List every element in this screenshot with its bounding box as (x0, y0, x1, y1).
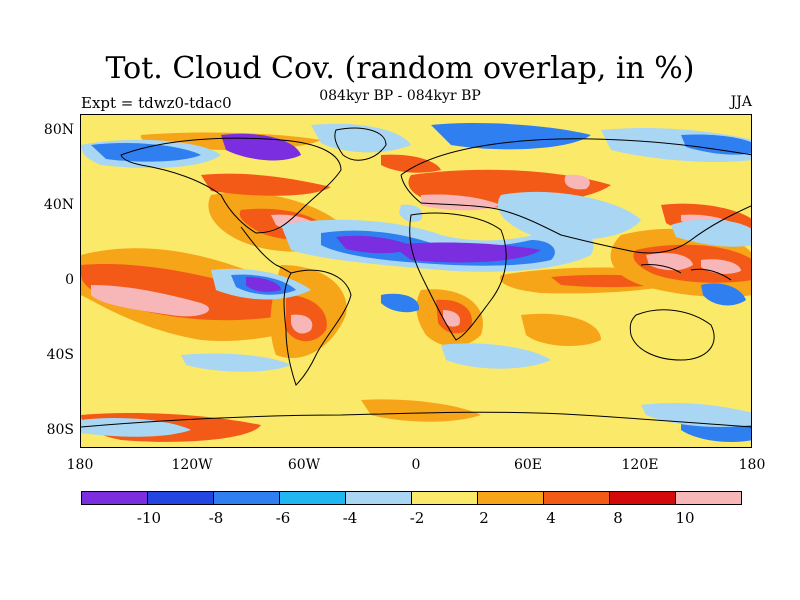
legend-label: -10 (136, 509, 162, 527)
lat-tick-40n: 40N (43, 197, 74, 213)
lat-tick-80s: 80S (46, 422, 74, 438)
legend-swatch (345, 491, 412, 505)
lon-tick-180e: 180 (738, 457, 766, 473)
lat-tick-80n: 80N (43, 122, 74, 138)
lon-tick-120e: 120E (621, 457, 659, 473)
lon-tick-60e: 60E (513, 457, 543, 473)
anomaly-region (361, 399, 481, 422)
legend-label: 10 (675, 509, 695, 527)
anomaly-region (201, 173, 331, 196)
legend-swatch (147, 491, 214, 505)
greenland-coast (334, 127, 387, 161)
legend-label: 4 (546, 509, 556, 527)
anomaly-region (91, 285, 210, 317)
lon-tick-0: 0 (411, 457, 421, 473)
legend-swatch (213, 491, 280, 505)
anomaly-region (431, 123, 591, 150)
legend-swatch (411, 491, 478, 505)
legend-label: -8 (208, 509, 224, 527)
anomaly-region (681, 134, 751, 155)
anomaly-region (701, 283, 746, 306)
anomaly-region (381, 154, 441, 173)
legend-label: -2 (409, 509, 425, 527)
color-legend (81, 491, 742, 505)
experiment-label: Expt = tdwz0-tdac0 (81, 94, 232, 112)
anomaly-region (291, 314, 313, 334)
plot-subtitle: 084kyr BP - 084kyr BP (319, 88, 481, 104)
africa-coast (409, 212, 507, 341)
anomaly-region (497, 191, 641, 240)
plot-title: Tot. Cloud Cov. (random overlap, in %) (105, 51, 695, 86)
legend-swatch (81, 491, 148, 505)
anomaly-region (336, 235, 416, 254)
positive-anomalies (81, 132, 751, 442)
north-america-coast (120, 137, 342, 234)
australia-coast (629, 309, 715, 361)
legend-swatch (477, 491, 544, 505)
anomaly-region (421, 194, 501, 211)
anomaly-region (91, 143, 201, 162)
lon-tick-120w: 120W (171, 457, 213, 473)
south-america-coast (283, 269, 352, 386)
coastlines (81, 127, 751, 428)
anomaly-region (81, 418, 191, 437)
legend-swatch (543, 491, 610, 505)
legend-swatch (279, 491, 346, 505)
anomaly-region (181, 353, 291, 372)
antarctica-coast (81, 411, 751, 428)
anomaly-region (646, 253, 693, 271)
season-label: JJA (730, 94, 752, 110)
anomaly-region (381, 293, 420, 313)
legend-label: 8 (613, 509, 623, 527)
legend-label: -4 (342, 509, 358, 527)
anomaly-region (399, 204, 423, 223)
anomaly-region (246, 277, 281, 292)
lat-tick-40s: 40S (46, 347, 74, 363)
central-america-coast (240, 226, 292, 274)
eurasia-coast (400, 138, 751, 254)
legend-swatch (675, 491, 742, 505)
cloud-cover-map (81, 123, 751, 442)
anomaly-region (391, 242, 541, 263)
anomaly-region (441, 343, 551, 369)
anomaly-region (521, 313, 601, 347)
legend-label: 2 (479, 509, 489, 527)
anomaly-region (564, 174, 590, 190)
lat-tick-0: 0 (65, 272, 74, 288)
legend-label: -6 (275, 509, 291, 527)
legend-swatch (609, 491, 676, 505)
indonesia-coast (640, 264, 732, 281)
map-panel (80, 114, 752, 448)
lon-tick-180w: 180 (66, 457, 94, 473)
anomaly-region (443, 310, 461, 327)
lon-tick-60w: 60W (287, 457, 321, 473)
